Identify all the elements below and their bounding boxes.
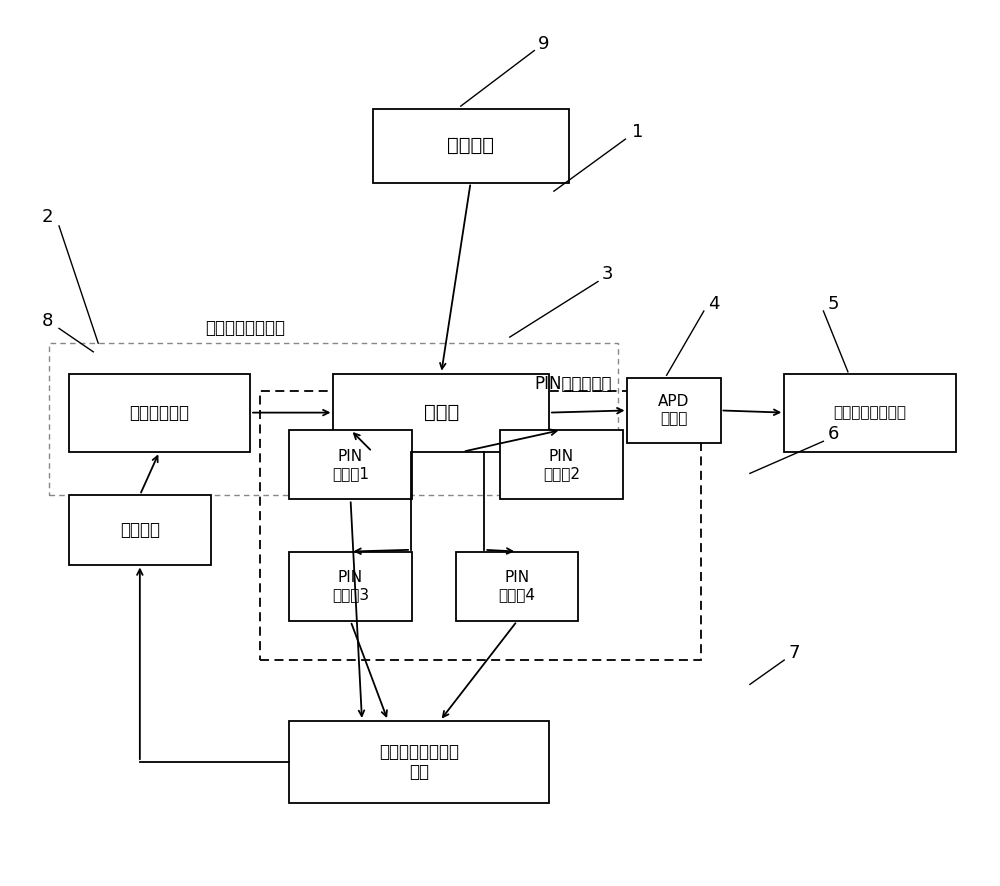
Text: 电机控制: 电机控制 [120, 521, 160, 539]
Text: 9: 9 [538, 35, 550, 52]
Text: PIN
探测器2: PIN 探测器2 [543, 448, 580, 481]
Text: 2: 2 [41, 208, 53, 226]
Text: 4: 4 [708, 295, 719, 313]
Bar [289, 430, 412, 500]
Text: PIN
探测器4: PIN 探测器4 [499, 570, 536, 602]
Text: PIN
探测器1: PIN 探测器1 [332, 448, 369, 481]
Bar [500, 430, 622, 500]
Bar [456, 551, 578, 621]
Bar [373, 109, 569, 183]
Bar [260, 391, 701, 660]
Text: 6: 6 [828, 425, 839, 443]
Text: 3: 3 [602, 265, 614, 283]
Text: 7: 7 [788, 644, 800, 662]
Bar [69, 495, 211, 564]
Text: 激光通信接收组件: 激光通信接收组件 [833, 405, 906, 420]
Bar [49, 343, 618, 495]
Text: 8: 8 [42, 313, 53, 330]
Bar [627, 378, 720, 443]
Text: 5: 5 [827, 295, 839, 313]
Text: 伺服系统: 伺服系统 [447, 136, 494, 155]
Bar [333, 374, 549, 452]
Text: 1: 1 [632, 123, 643, 141]
Text: 接收光学天线: 接收光学天线 [129, 404, 189, 422]
Text: PIN探测器组件: PIN探测器组件 [535, 375, 612, 392]
Text: 光斑对准信号处理
组件: 光斑对准信号处理 组件 [379, 742, 459, 781]
Bar [289, 721, 549, 804]
Bar [289, 551, 412, 621]
Bar [784, 374, 956, 452]
Bar [69, 374, 250, 452]
Text: 四棱镜: 四棱镜 [424, 403, 459, 422]
Text: 激光接收光学组件: 激光接收光学组件 [205, 319, 285, 337]
Text: APD
探测器: APD 探测器 [658, 394, 690, 427]
Text: PIN
探测器3: PIN 探测器3 [332, 570, 369, 602]
